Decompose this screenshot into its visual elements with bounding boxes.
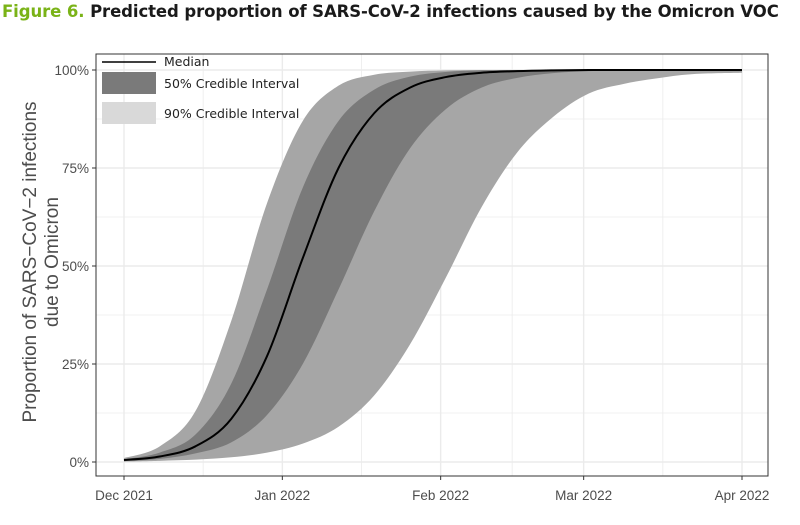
ci50-band: [124, 69, 742, 462]
x-tick-label: Mar 2022: [555, 488, 612, 503]
x-tick-label: Jan 2022: [255, 488, 311, 503]
legend-median-label: Median: [164, 54, 209, 69]
figure-title-text: Predicted proportion of SARS-CoV-2 infec…: [90, 2, 779, 21]
legend-ci90-key: [102, 102, 156, 124]
legend-ci50-label: 50% Credible Interval: [164, 76, 299, 91]
panel-border: [95, 53, 769, 477]
figure-title: Figure 6. Predicted proportion of SARS-C…: [2, 2, 798, 21]
x-tick-label: Apr 2022: [715, 488, 770, 503]
credible-bands: [124, 69, 742, 462]
figure-number: Figure 6.: [2, 2, 85, 21]
x-tick-label: Dec 2021: [95, 488, 153, 503]
legend-ci90-label: 90% Credible Interval: [164, 106, 299, 121]
legend-ci50-key: [102, 72, 156, 94]
median-layer: [123, 68, 742, 462]
axes: 0% 25% 50% 75% 100% Dec 2021 Jan 2022 Feb 2022 M…: [54, 53, 770, 503]
median-line: [123, 68, 742, 462]
y-tick-label: 25%: [62, 357, 89, 372]
x-tick-label: Feb 2022: [412, 488, 469, 503]
y-tick-label: 0%: [69, 455, 89, 470]
legend: Median 50% Credible Interval 90% Credible …: [102, 54, 299, 124]
y-tick-label: 50%: [62, 259, 89, 274]
y-tick-label: 100%: [54, 63, 89, 78]
y-tick-label: 75%: [62, 161, 89, 176]
